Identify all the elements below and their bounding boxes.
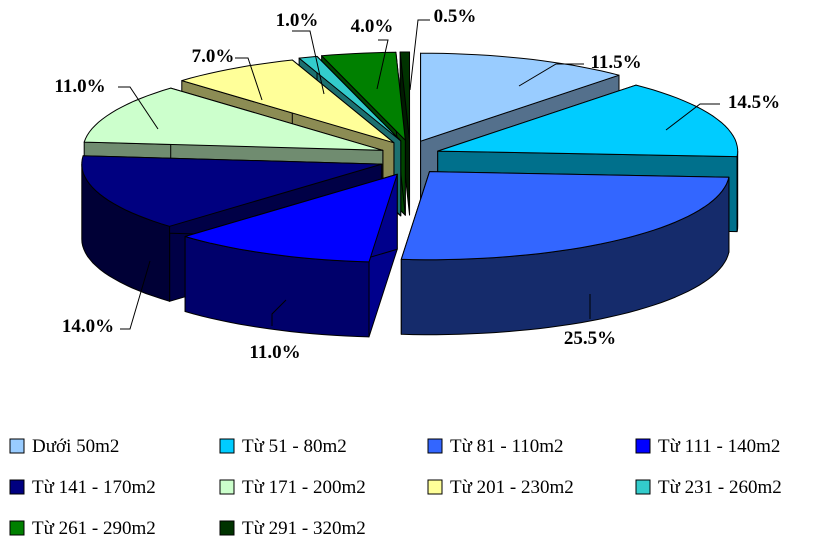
legend-label: Từ 111 - 140m2 xyxy=(658,436,780,457)
leader-tu-261-290m2 xyxy=(376,39,389,90)
data-label-duoi-50m2: 11.5% xyxy=(590,52,641,73)
legend-label: Từ 261 - 290m2 xyxy=(32,518,156,539)
data-label-tu-171-200m2: 11.0% xyxy=(54,76,105,97)
legend-item-tu-51-80m2: Từ 51 - 80m2 xyxy=(219,436,347,457)
data-label-tu-51-80m2: 14.5% xyxy=(728,92,780,113)
slice-tu-231-260m2-top xyxy=(298,55,402,142)
legend-item-tu-81-110m2: Từ 81 - 110m2 xyxy=(427,436,564,457)
legend-label: Từ 201 - 230m2 xyxy=(450,477,574,498)
data-label-tu-141-170m2: 14.0% xyxy=(62,316,114,337)
slice-tu-141-170m2-top xyxy=(81,155,383,227)
legend-item-tu-231-260m2: Từ 231 - 260m2 xyxy=(635,477,782,498)
legend-label: Từ 81 - 110m2 xyxy=(450,436,564,457)
data-label-tu-111-140m2: 11.0% xyxy=(249,342,300,363)
leader-tu-201-230m2 xyxy=(235,57,263,101)
legend-item-tu-111-140m2: Từ 111 - 140m2 xyxy=(635,436,780,457)
data-label-tu-261-290m2: 4.0% xyxy=(351,16,394,37)
data-labels: 11.5% 14.5% 25.5% 11.0% 14.0% 11.0% 7.0% 1.0% 4.… xyxy=(54,6,780,363)
legend-item-tu-141-170m2: Từ 141 - 170m2 xyxy=(9,477,156,498)
legend-swatch xyxy=(635,479,651,495)
legend-swatch xyxy=(427,438,443,454)
legend-swatch xyxy=(427,479,443,495)
leader-tu-111-140m2 xyxy=(271,299,287,326)
slice-tu-171-200m2-top xyxy=(83,87,384,151)
slice-tu-51-80m2-wall xyxy=(736,150,739,233)
legend-swatch xyxy=(219,438,235,454)
legend-item-tu-171-200m2: Từ 171 - 200m2 xyxy=(219,477,366,498)
data-label-tu-291-320m2: 0.5% xyxy=(434,6,477,27)
slice-tu-81-110m2 xyxy=(400,171,730,336)
legend: Dưới 50m2 Từ 51 - 80m2 Từ 81 - 110m2 Từ 111… xyxy=(9,436,782,539)
legend-label: Từ 51 - 80m2 xyxy=(242,436,347,457)
legend-label: Từ 291 - 320m2 xyxy=(242,518,366,539)
data-label-tu-201-230m2: 7.0% xyxy=(192,46,235,67)
legend-item-tu-201-230m2: Từ 201 - 230m2 xyxy=(427,477,574,498)
legend-label: Từ 231 - 260m2 xyxy=(658,477,782,498)
legend-swatch xyxy=(9,438,25,454)
label-leader-lines xyxy=(118,19,720,330)
leader-tu-171-200m2 xyxy=(118,86,159,130)
legend-item-tu-261-290m2: Từ 261 - 290m2 xyxy=(9,518,156,539)
slice-tu-111-140m2-top xyxy=(184,173,398,263)
slice-tu-261-290m2-top xyxy=(321,51,406,141)
leader-tu-141-170m2 xyxy=(120,260,151,330)
slice-tu-111-140m2 xyxy=(184,173,398,338)
leader-tu-291-320m2 xyxy=(409,19,430,91)
legend-swatch xyxy=(9,520,25,536)
legend-swatch xyxy=(9,479,25,495)
legend-item-duoi-50m2: Dưới 50m2 xyxy=(9,436,119,457)
pie-slices xyxy=(81,51,739,338)
legend-swatch xyxy=(219,520,235,536)
legend-label: Dưới 50m2 xyxy=(32,436,119,457)
legend-swatch xyxy=(219,479,235,495)
legend-label: Từ 141 - 170m2 xyxy=(32,477,156,498)
data-label-tu-231-260m2: 1.0% xyxy=(276,10,319,31)
slice-duoi-50m2-top xyxy=(420,52,620,142)
slice-tu-291-320m2-top xyxy=(399,51,411,141)
leader-duoi-50m2 xyxy=(518,63,584,87)
legend-swatch xyxy=(635,438,651,454)
slice-tu-81-110m2-top xyxy=(400,171,730,261)
data-label-tu-81-110m2: 25.5% xyxy=(564,328,616,349)
leader-tu-51-80m2 xyxy=(665,103,720,131)
leader-tu-231-260m2 xyxy=(292,30,325,95)
slice-tu-201-230m2-top xyxy=(181,59,395,144)
slice-tu-51-80m2-top xyxy=(437,84,739,158)
legend-label: Từ 171 - 200m2 xyxy=(242,477,366,498)
legend-item-tu-291-320m2: Từ 291 - 320m2 xyxy=(219,518,366,539)
